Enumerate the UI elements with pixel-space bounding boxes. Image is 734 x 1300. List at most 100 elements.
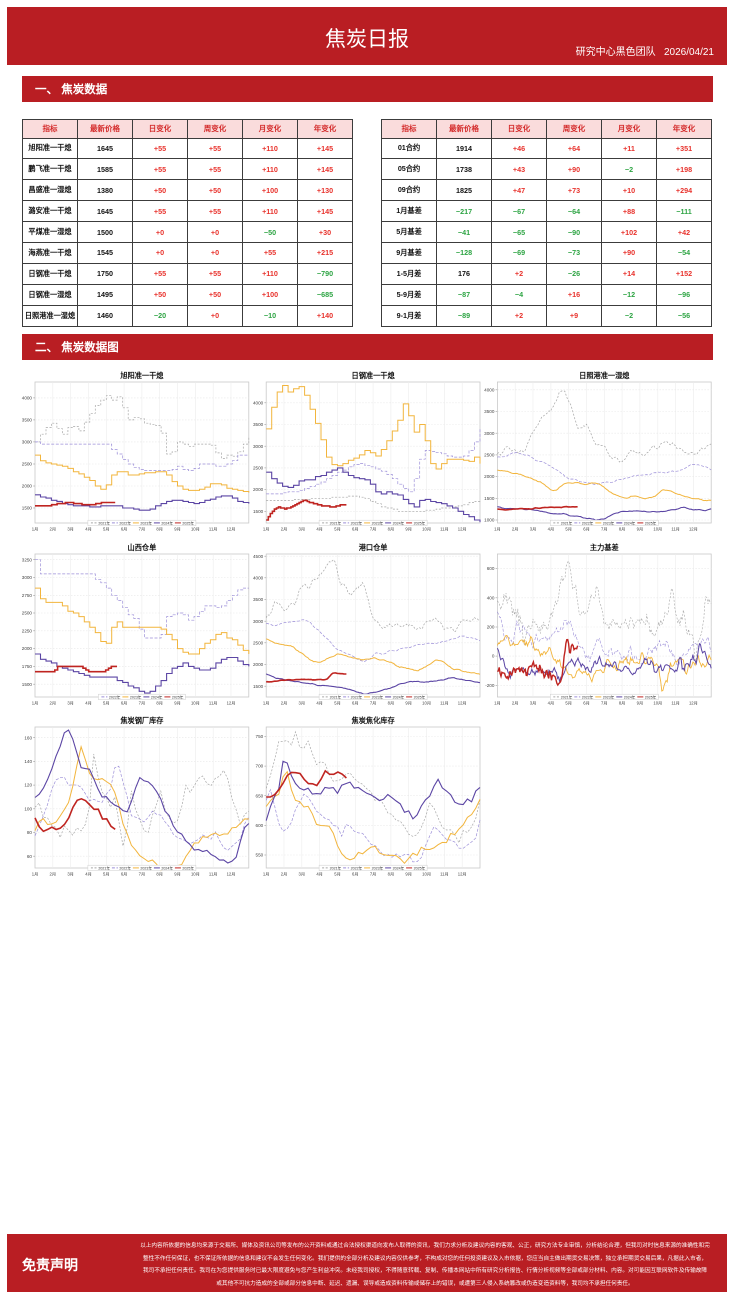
svg-text:2024年: 2024年 (151, 694, 163, 699)
svg-text:2月: 2月 (281, 872, 288, 878)
svg-text:焦炭焦化库存: 焦炭焦化库存 (351, 716, 396, 725)
svg-text:550: 550 (256, 853, 264, 858)
svg-text:650: 650 (256, 793, 264, 798)
svg-text:2022年: 2022年 (351, 694, 363, 699)
svg-text:5月: 5月 (334, 872, 341, 878)
svg-text:3500: 3500 (253, 422, 264, 427)
svg-text:10月: 10月 (422, 527, 431, 533)
svg-text:2025年: 2025年 (172, 694, 184, 699)
svg-text:2022年: 2022年 (351, 520, 363, 525)
svg-text:5月: 5月 (103, 872, 110, 878)
svg-text:60: 60 (27, 854, 33, 859)
svg-text:2500: 2500 (484, 453, 495, 458)
svg-text:11月: 11月 (440, 872, 449, 878)
svg-text:2023年: 2023年 (140, 520, 152, 525)
svg-text:7月: 7月 (139, 701, 146, 707)
svg-text:日照港准一湿熄: 日照港准一湿熄 (579, 371, 630, 380)
svg-text:8月: 8月 (388, 872, 395, 878)
svg-text:7月: 7月 (139, 527, 146, 533)
svg-text:2022年: 2022年 (119, 520, 131, 525)
svg-text:3000: 3000 (253, 444, 264, 449)
svg-text:12月: 12月 (458, 872, 467, 878)
svg-text:10月: 10月 (191, 701, 200, 707)
svg-text:2500: 2500 (22, 462, 33, 467)
svg-text:6月: 6月 (121, 701, 128, 707)
svg-text:6月: 6月 (352, 872, 359, 878)
svg-text:3月: 3月 (67, 527, 74, 533)
svg-text:2021年: 2021年 (330, 694, 342, 699)
svg-text:4月: 4月 (316, 872, 323, 878)
svg-text:2月: 2月 (50, 872, 57, 878)
svg-text:2000: 2000 (22, 646, 33, 651)
svg-text:140: 140 (24, 759, 32, 764)
svg-text:8月: 8月 (156, 527, 163, 533)
svg-text:200: 200 (487, 625, 495, 630)
svg-text:3250: 3250 (22, 557, 33, 562)
svg-text:6月: 6月 (352, 701, 359, 707)
svg-text:1750: 1750 (22, 664, 33, 669)
svg-text:2000: 2000 (22, 484, 33, 489)
svg-text:2021年: 2021年 (98, 520, 110, 525)
svg-text:2500: 2500 (22, 611, 33, 616)
svg-text:12月: 12月 (458, 527, 467, 533)
svg-text:9月: 9月 (637, 701, 644, 707)
svg-text:4500: 4500 (253, 554, 264, 559)
svg-text:11月: 11月 (671, 527, 680, 533)
svg-text:焦炭钢厂库存: 焦炭钢厂库存 (119, 716, 164, 725)
svg-text:2021年: 2021年 (98, 865, 110, 870)
svg-text:2月: 2月 (50, 701, 57, 707)
svg-text:2月: 2月 (50, 527, 57, 533)
svg-text:2023年: 2023年 (603, 520, 615, 525)
svg-text:6月: 6月 (121, 527, 128, 533)
svg-text:2023年: 2023年 (603, 694, 615, 699)
svg-text:1500: 1500 (22, 682, 33, 687)
svg-text:2025年: 2025年 (182, 865, 194, 870)
svg-text:5月: 5月 (103, 527, 110, 533)
svg-text:11月: 11月 (209, 872, 218, 878)
svg-text:4月: 4月 (548, 527, 555, 533)
svg-text:3500: 3500 (253, 597, 264, 602)
svg-text:3月: 3月 (299, 527, 306, 533)
svg-text:2500: 2500 (253, 640, 264, 645)
svg-text:2025年: 2025年 (182, 520, 194, 525)
svg-text:3000: 3000 (22, 575, 33, 580)
svg-text:3月: 3月 (299, 701, 306, 707)
svg-text:7月: 7月 (370, 872, 377, 878)
svg-text:山西仓单: 山西仓单 (128, 543, 157, 552)
svg-text:11月: 11月 (209, 527, 218, 533)
svg-text:9月: 9月 (637, 527, 644, 533)
svg-text:12月: 12月 (689, 701, 698, 707)
svg-text:2021年: 2021年 (561, 520, 573, 525)
svg-text:10月: 10月 (422, 872, 431, 878)
svg-text:12月: 12月 (458, 701, 467, 707)
svg-text:2月: 2月 (512, 701, 519, 707)
svg-text:8月: 8月 (388, 701, 395, 707)
svg-text:2250: 2250 (22, 628, 33, 633)
svg-text:10月: 10月 (191, 872, 200, 878)
svg-text:10月: 10月 (653, 701, 662, 707)
svg-text:9月: 9月 (174, 701, 181, 707)
svg-text:2022年: 2022年 (582, 520, 594, 525)
svg-text:2024年: 2024年 (393, 865, 405, 870)
svg-text:7月: 7月 (139, 872, 146, 878)
svg-text:2000: 2000 (484, 474, 495, 479)
svg-text:8月: 8月 (619, 701, 626, 707)
svg-text:2021年: 2021年 (330, 865, 342, 870)
svg-text:10月: 10月 (653, 527, 662, 533)
svg-text:2025年: 2025年 (414, 865, 426, 870)
svg-text:12月: 12月 (227, 701, 236, 707)
svg-text:2月: 2月 (512, 527, 519, 533)
svg-text:2750: 2750 (22, 593, 33, 598)
svg-text:4月: 4月 (85, 872, 92, 878)
svg-text:7月: 7月 (370, 527, 377, 533)
svg-text:2024年: 2024年 (393, 694, 405, 699)
svg-text:8月: 8月 (388, 527, 395, 533)
svg-text:2023年: 2023年 (140, 865, 152, 870)
svg-text:1500: 1500 (253, 684, 264, 689)
svg-text:2025年: 2025年 (414, 694, 426, 699)
svg-text:3000: 3000 (22, 440, 33, 445)
svg-text:6月: 6月 (583, 701, 590, 707)
svg-text:8月: 8月 (156, 872, 163, 878)
svg-text:7月: 7月 (601, 527, 608, 533)
svg-text:600: 600 (487, 566, 495, 571)
